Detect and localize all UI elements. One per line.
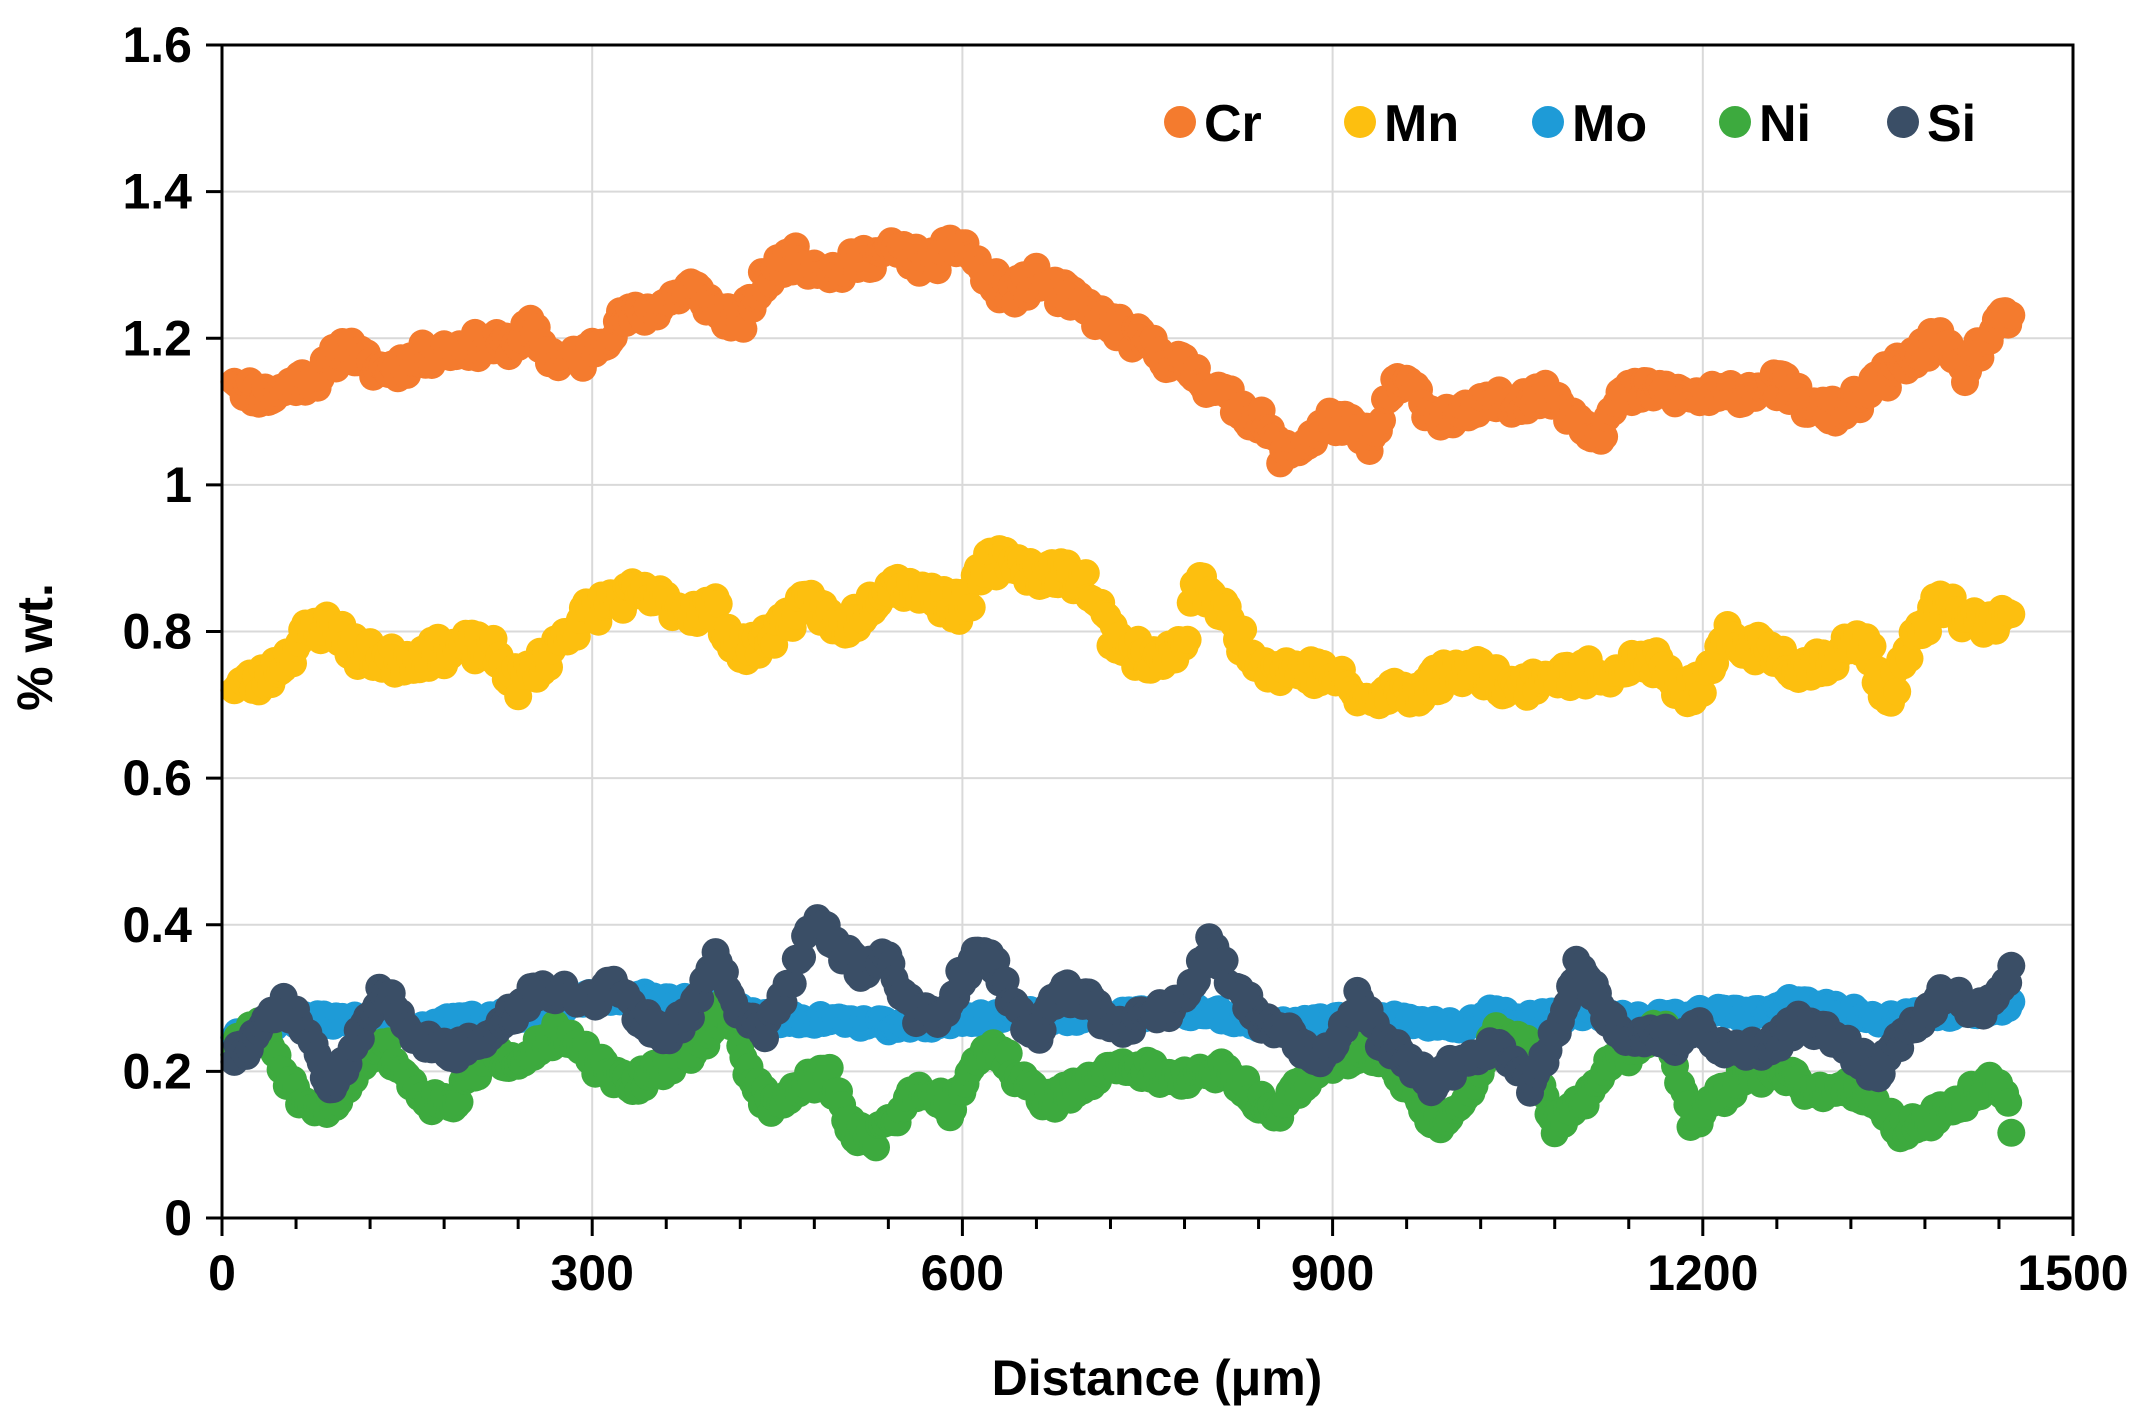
x-tick-label: 0	[208, 1245, 236, 1301]
data-point-si	[788, 943, 816, 972]
y-tick-label: 1.6	[122, 17, 192, 73]
legend-label-mo: Mo	[1572, 95, 1647, 153]
legend-marker-mo	[1532, 106, 1564, 138]
legend-label-si: Si	[1927, 95, 1976, 153]
y-tick-label: 0	[164, 1190, 192, 1246]
legend-label-mn: Mn	[1384, 95, 1459, 153]
y-tick-label: 1.2	[122, 310, 192, 366]
y-tick-label: 1	[164, 457, 192, 513]
data-point-ni	[1994, 1088, 2023, 1117]
x-tick-label: 600	[921, 1245, 1004, 1301]
data-point-mn	[704, 589, 733, 618]
legend-label-cr: Cr	[1204, 95, 1262, 153]
x-tick-label: 300	[550, 1245, 633, 1301]
legend-label-ni: Ni	[1759, 95, 1811, 153]
data-point-ni	[1997, 1118, 2026, 1147]
y-axis-title: % wt.	[7, 583, 63, 711]
y-tick-label: 0.4	[122, 897, 192, 953]
data-point-ni	[445, 1088, 474, 1116]
data-point-si	[778, 969, 807, 998]
series-cr	[220, 224, 2026, 478]
legend: Cr Mn Mo Ni Si	[1164, 95, 1976, 153]
data-point-mn	[1229, 615, 1258, 644]
data-point-mn	[1883, 677, 1912, 706]
data-point-si	[1210, 946, 1239, 975]
data-point-cr	[1997, 301, 2026, 330]
y-tick-label: 1.4	[122, 164, 192, 220]
data-point-mn	[957, 593, 986, 622]
data-point-si	[1997, 951, 2026, 980]
data-point-ni	[815, 1053, 844, 1082]
y-tick-label: 0.2	[122, 1043, 192, 1099]
plot-frame	[220, 43, 2075, 1220]
x-tick-label: 900	[1291, 1245, 1374, 1301]
x-tick-label: 1200	[1647, 1245, 1758, 1301]
x-axis-title: Distance (μm)	[992, 1350, 1323, 1406]
legend-marker-si	[1887, 106, 1919, 138]
x-tick-label: 1500	[2017, 1245, 2128, 1301]
data-series	[220, 224, 2026, 1162]
data-point-ni	[862, 1133, 890, 1162]
legend-marker-cr	[1164, 106, 1196, 138]
legend-marker-mn	[1344, 106, 1376, 138]
data-point-mn	[1173, 625, 1202, 654]
axes: 0 300 600 900 1200 1500 0 0.2 0.4 0.6 0.8 1 1.2 1.4 1.…	[122, 17, 2128, 1301]
data-point-mn	[1997, 600, 2026, 629]
data-point-mn	[1688, 678, 1717, 707]
series-si	[220, 904, 2026, 1107]
legend-marker-ni	[1719, 106, 1751, 138]
y-tick-label: 0.6	[122, 750, 192, 806]
data-point-mn	[1071, 559, 1100, 588]
series-mn	[220, 535, 2026, 720]
data-point-mn	[1895, 644, 1924, 673]
data-point-mn	[1858, 632, 1887, 661]
y-tick-label: 0.8	[122, 604, 192, 660]
